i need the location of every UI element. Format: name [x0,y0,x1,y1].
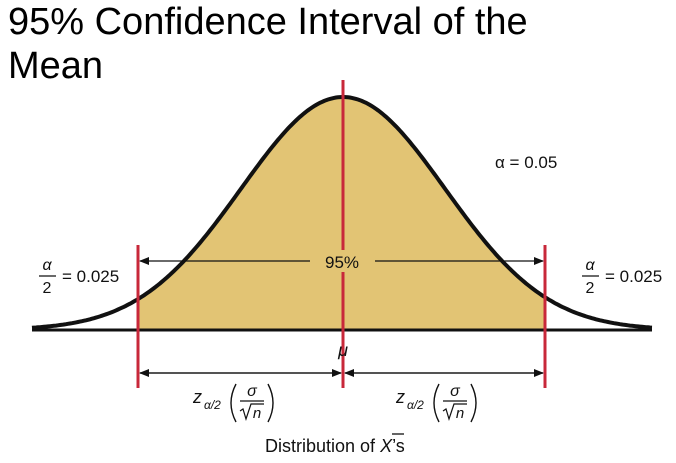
svg-text:= 0.025: = 0.025 [62,267,119,286]
svg-text:z: z [395,387,405,407]
margin-formula-left: z α/2 σ n [192,383,274,423]
svg-text:σ: σ [247,383,258,400]
center-percent-label: 95% [325,253,359,272]
left-tail-label: α 2 = 0.025 [39,257,119,297]
mu-label: μ [337,340,348,360]
right-tail-label: α 2 = 0.025 [582,257,662,297]
svg-text:n: n [456,405,464,422]
svg-text:= 0.025: = 0.025 [605,267,662,286]
svg-text:α: α [42,257,52,274]
svg-text:z: z [192,387,202,407]
svg-text:Distribution of X’s: Distribution of X’s [265,436,405,456]
page-title: 95% Confidence Interval of the Mean [8,1,528,87]
svg-text:2: 2 [586,280,595,297]
svg-text:α: α [585,257,595,274]
svg-text:α/2: α/2 [204,398,221,412]
svg-text:σ: σ [450,383,461,400]
margin-formula-right: z α/2 σ n [395,383,477,423]
svg-text:n: n [253,405,261,422]
svg-text:α/2: α/2 [407,398,424,412]
distribution-caption: Distribution of X’s [265,433,405,456]
alpha-label: α = 0.05 [495,153,557,172]
svg-text:2: 2 [43,280,52,297]
